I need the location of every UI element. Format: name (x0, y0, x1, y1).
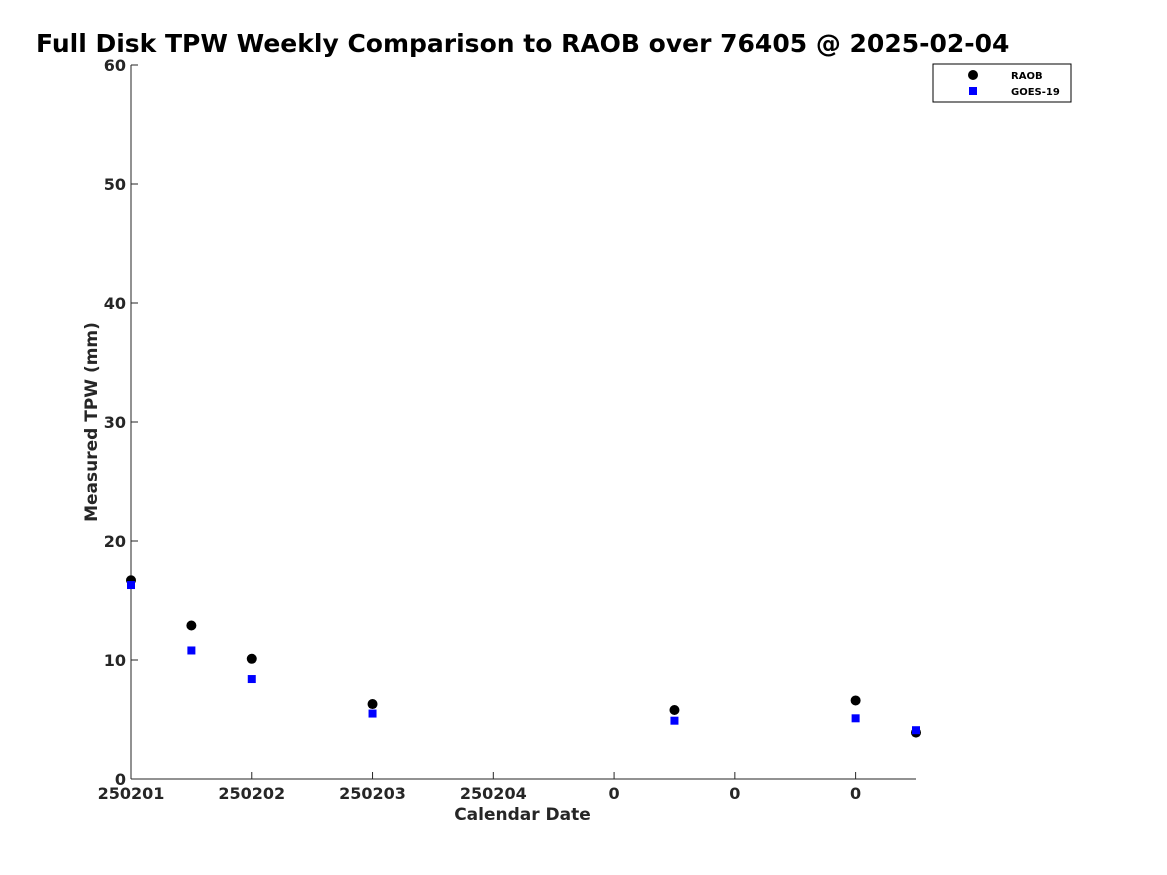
y-tick-label: 50 (104, 175, 126, 194)
legend-label: RAOB (1011, 71, 1043, 82)
x-tick-label: 250203 (339, 784, 406, 803)
x-tick-label: 250202 (218, 784, 285, 803)
x-tick-label: 250204 (460, 784, 527, 803)
y-tick-label: 0 (115, 770, 126, 789)
x-axis-label: Calendar Date (454, 805, 591, 825)
y-tick-label: 10 (104, 651, 126, 670)
legend: RAOB GOES-19 (932, 63, 1072, 103)
legend-marker-raob (968, 70, 978, 80)
goes-19-point (127, 581, 135, 590)
y-tick-label: 30 (104, 413, 126, 432)
chart-title: Full Disk TPW Weekly Comparison to RAOB … (36, 29, 1009, 58)
x-tick-label: 0 (729, 784, 740, 803)
x-tick-label: 0 (609, 784, 620, 803)
legend-marker-goes-19 (969, 87, 977, 95)
raob-point (246, 653, 257, 664)
raob-point (367, 699, 378, 710)
goes-19-point (247, 675, 256, 684)
x-tick-label: 0 (850, 784, 861, 803)
y-tick-label: 60 (104, 56, 126, 75)
x-tick-label: 250201 (98, 784, 165, 803)
data-points (126, 575, 921, 738)
raob-point (186, 620, 197, 631)
legend-label: GOES-19 (1011, 87, 1060, 98)
goes-19-point (670, 716, 679, 725)
goes-19-point (851, 714, 860, 723)
goes-19-point (368, 709, 377, 718)
ticks: 0 10 20 30 40 50 60 250201 250202 250203 250204 0 0 0 (98, 56, 862, 803)
y-axis-label: Measured TPW (mm) (82, 322, 102, 522)
y-tick-label: 20 (104, 532, 126, 551)
legend-box (932, 63, 1072, 103)
raob-point (850, 695, 861, 706)
y-tick-label: 40 (104, 294, 126, 313)
raob-point (669, 704, 680, 715)
goes-19-point (912, 726, 920, 735)
axes (130, 65, 916, 780)
goes-19-point (187, 646, 196, 655)
